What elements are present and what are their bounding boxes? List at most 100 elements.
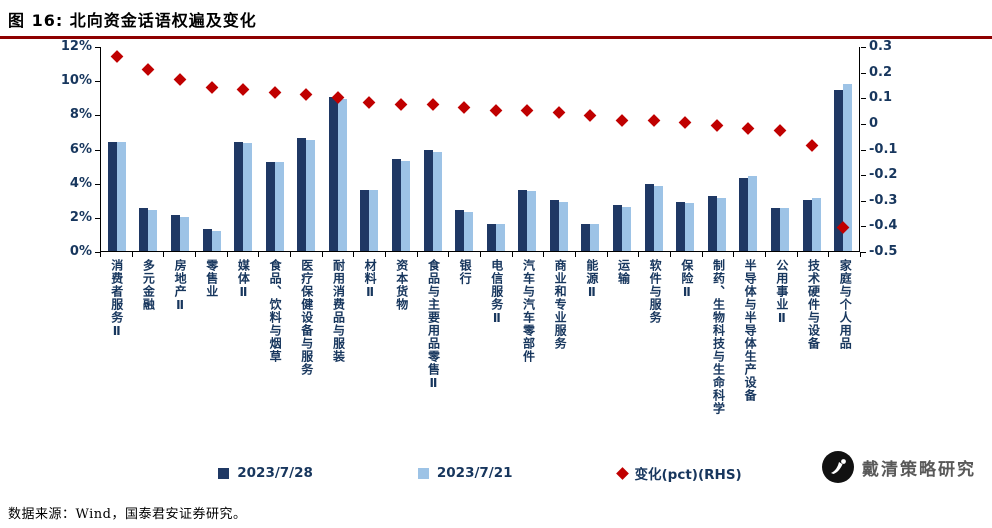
bar-2023/7/21 xyxy=(179,216,189,251)
x-axis-tick xyxy=(860,252,861,257)
x-axis-tick xyxy=(701,252,703,257)
x-axis-label: 材料Ⅱ xyxy=(363,259,378,300)
legend-swatch-diamond xyxy=(615,466,629,480)
bar-2023/7/28 xyxy=(139,208,149,251)
x-axis-label: 公用事业Ⅱ xyxy=(774,259,789,326)
bar-2023/7/28 xyxy=(107,141,117,251)
y-axis-tick-label-left: 0% xyxy=(69,244,92,259)
x-axis-label-cell: 食品、饮料与烟草 xyxy=(258,259,290,363)
bar-pair xyxy=(423,150,442,251)
bar-pair xyxy=(613,204,632,251)
x-axis-label: 技术硬件与设备 xyxy=(806,259,821,350)
bar-2023/7/28 xyxy=(391,158,401,251)
x-axis-label: 房地产Ⅱ xyxy=(173,259,188,313)
x-axis-label: 电信服务Ⅱ xyxy=(489,259,504,326)
bar-group xyxy=(354,47,386,251)
bar-pair xyxy=(770,208,789,251)
change-diamond xyxy=(647,113,660,127)
x-axis-label: 食品、饮料与烟草 xyxy=(268,259,283,363)
left-axis-tick xyxy=(95,183,100,185)
x-axis-label: 医疗保健设备与服务 xyxy=(299,259,314,376)
bar-2023/7/21 xyxy=(779,208,789,251)
bar-2023/7/28 xyxy=(265,162,275,251)
right-axis-tick xyxy=(861,200,866,202)
y-axis-tick-label-right: -0.3 xyxy=(869,192,898,208)
bar-group xyxy=(764,47,796,251)
bar-2023/7/21 xyxy=(432,151,442,251)
change-diamond xyxy=(110,49,124,63)
bar-group xyxy=(448,47,480,251)
bar-2023/7/28 xyxy=(707,196,717,251)
bar-2023/7/21 xyxy=(843,83,853,251)
change-diamond xyxy=(268,85,282,99)
bar-pair xyxy=(234,141,253,251)
bar-2023/7/28 xyxy=(581,223,591,251)
bar-group xyxy=(669,47,701,251)
bar-group xyxy=(796,47,828,251)
x-axis-label-cell: 医疗保健设备与服务 xyxy=(290,259,322,376)
bar-2023/7/28 xyxy=(613,204,623,251)
bar-group xyxy=(385,47,417,251)
x-axis-tick xyxy=(131,252,133,257)
bar-2023/7/21 xyxy=(590,223,600,251)
left-axis-tick xyxy=(95,149,100,151)
x-axis-label: 资本货物 xyxy=(394,259,409,311)
watermark: 戴清策略研究 xyxy=(821,450,976,484)
bar-2023/7/21 xyxy=(685,203,695,251)
right-axis-tick xyxy=(861,47,866,48)
bar-group xyxy=(322,47,354,251)
x-axis-label-cell: 房地产Ⅱ xyxy=(163,259,195,313)
x-axis-tick xyxy=(670,252,671,257)
x-axis-label-cell: 制药、生物科技与生命科学 xyxy=(702,259,734,415)
change-diamond xyxy=(520,103,534,117)
bar-group xyxy=(606,47,638,251)
y-axis-tick-label-left: 12% xyxy=(60,39,92,54)
x-axis-tick xyxy=(226,252,228,257)
y-axis-tick-label-right: 0.2 xyxy=(869,64,893,80)
bar-2023/7/21 xyxy=(716,198,726,251)
right-axis-tick xyxy=(861,149,866,151)
x-axis-label-cell: 零售业 xyxy=(195,259,227,298)
bar-pair xyxy=(170,215,189,251)
x-axis-label-cell: 电信服务Ⅱ xyxy=(480,259,512,326)
change-diamond xyxy=(457,101,471,114)
x-axis-tick xyxy=(163,252,165,257)
change-diamond xyxy=(710,119,724,132)
legend-item-2023-7-28: 2023/7/28 xyxy=(218,465,313,481)
x-axis-tick xyxy=(765,252,766,257)
bar-2023/7/21 xyxy=(811,198,821,251)
y-axis-tick-label-right: -0.4 xyxy=(869,218,898,234)
x-axis-label-cell: 运输 xyxy=(607,259,639,285)
left-axis-tick xyxy=(95,217,100,219)
x-axis-label: 零售业 xyxy=(204,259,219,298)
y-axis-tick-label-right: -0.2 xyxy=(869,167,898,183)
bar-2023/7/21 xyxy=(369,189,379,251)
x-axis-tick xyxy=(321,252,323,257)
bar-pair xyxy=(739,175,758,251)
x-axis-tick xyxy=(606,252,608,257)
bar-2023/7/21 xyxy=(148,210,158,251)
bar-2023/7/28 xyxy=(170,215,180,251)
bar-2023/7/21 xyxy=(274,162,284,251)
bar-pair xyxy=(328,97,347,251)
change-diamond xyxy=(426,98,439,112)
x-axis-label: 运输 xyxy=(616,259,631,285)
bar-pair xyxy=(107,141,126,251)
x-axis-label-cell: 半导体与半导体生产设备 xyxy=(733,259,765,402)
x-axis-tick xyxy=(511,252,513,257)
y-axis-tick-label-right: -0.1 xyxy=(869,141,898,157)
x-axis-label-cell: 耐用消费品与服装 xyxy=(322,259,354,363)
bar-2023/7/28 xyxy=(486,223,496,251)
right-axis-tick xyxy=(861,72,866,74)
chart: 消费者服务Ⅱ 多元金融 房地产Ⅱ 零售业 媒体Ⅱ 食品、饮料与烟草 医疗保健设备与服务 耐用消… xyxy=(0,33,992,493)
y-axis-tick-label-left: 10% xyxy=(60,73,92,89)
y-axis-tick-label-left: 8% xyxy=(69,107,92,123)
bar-pair xyxy=(834,83,853,251)
bar-pair xyxy=(297,138,316,251)
x-axis-label-cell: 媒体Ⅱ xyxy=(227,259,259,300)
x-axis-tick xyxy=(258,252,260,257)
bar-pair xyxy=(518,189,537,251)
bar-2023/7/28 xyxy=(234,141,244,251)
legend-label-2023-7-28: 2023/7/28 xyxy=(237,465,313,481)
y-axis-tick-label-right: -0.5 xyxy=(869,244,898,259)
